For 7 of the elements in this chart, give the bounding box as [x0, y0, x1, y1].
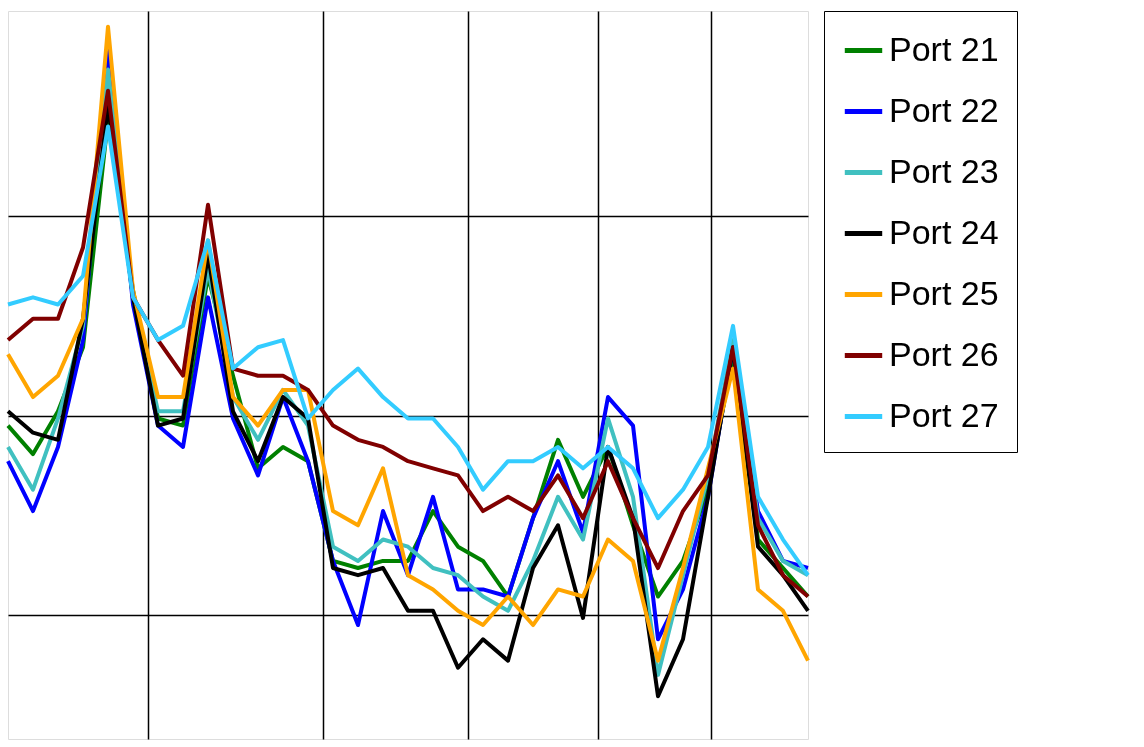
legend-label: Port 23	[889, 151, 999, 190]
legend-label: Port 22	[889, 90, 999, 129]
legend-label: Port 25	[889, 273, 999, 312]
legend-label: Port 27	[889, 395, 999, 434]
legend-label: Port 24	[889, 212, 999, 251]
legend-label: Port 26	[889, 334, 999, 373]
legend-label: Port 21	[889, 29, 999, 68]
